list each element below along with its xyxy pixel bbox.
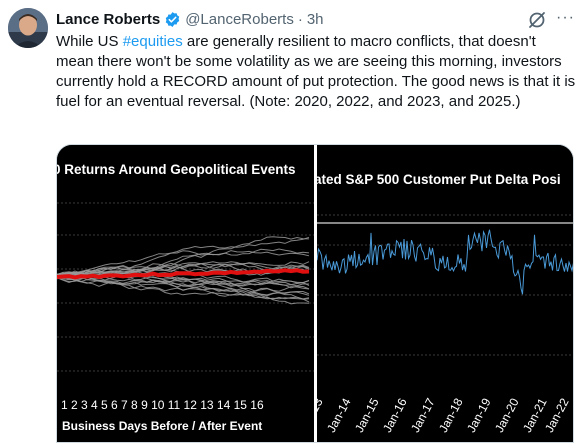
tweet-text: While US #equities are generally resilie… <box>56 32 576 112</box>
right-chart-image[interactable]: -13 Jan-14 Jan-15 Jan-16 Jan-17 Jan-18 Jan-19 J… <box>317 145 573 442</box>
avatar[interactable] <box>8 8 48 48</box>
left-event-line-20 <box>57 277 310 290</box>
left-chart-x-label: Business Days Before / After Event <box>62 419 263 433</box>
tweet-header: Lance Roberts @LanceRoberts · 3h <box>56 8 324 30</box>
right-x-tick-4: Jan-17 <box>408 396 438 435</box>
left-event-line-10 <box>57 236 310 276</box>
left-event-line-19 <box>57 266 310 300</box>
author-handle[interactable]: @LanceRoberts <box>185 10 294 28</box>
right-put-delta-series <box>317 229 573 295</box>
right-x-tick-7: Jan-20 <box>492 396 522 435</box>
tweet-text-rest: are generally resilient to macro conflic… <box>56 33 576 110</box>
right-chart-title: ated S&P 500 Customer Put Delta Posi <box>317 172 561 187</box>
left-event-line-12 <box>57 248 310 277</box>
author-name[interactable]: Lance Roberts <box>56 10 161 28</box>
post-time[interactable]: 3h <box>306 10 324 28</box>
left-chart-title: 0 Returns Around Geopolitical Events <box>57 162 296 177</box>
right-x-tick-2: Jan-15 <box>352 396 382 435</box>
left-chart-image[interactable]: 0 Returns Around Geopolitical Events 1 2… <box>57 145 314 442</box>
left-chart-x-ticks: 1 2 3 4 5 6 7 8 9 10 11 12 13 14 15 16 <box>61 398 264 412</box>
left-average-line <box>57 268 310 280</box>
tweet-text-start: While US <box>56 33 123 50</box>
right-x-tick-6: Jan-19 <box>464 396 494 435</box>
tweet-media[interactable]: 0 Returns Around Geopolitical Events 1 2… <box>56 144 574 443</box>
verified-badge-icon <box>164 11 181 28</box>
more-options-icon[interactable]: ··· <box>556 9 575 26</box>
left-chart-plot <box>57 202 314 372</box>
left-event-line-7 <box>57 262 310 279</box>
right-x-tick-3: Jan-16 <box>380 396 410 435</box>
hashtag-link[interactable]: #equities <box>122 33 183 50</box>
right-x-tick-1: Jan-14 <box>324 396 354 435</box>
right-x-tick-5: Jan-18 <box>436 396 466 435</box>
right-chart-plot: -13Jan-14Jan-15Jan-16Jan-17Jan-18Jan-19J… <box>317 214 573 435</box>
grok-icon[interactable] <box>527 10 547 30</box>
right-x-tick-0: -13 <box>317 396 326 418</box>
separator-dot: · <box>297 10 303 28</box>
panel-divider <box>314 145 317 442</box>
left-event-line-14 <box>57 262 310 279</box>
